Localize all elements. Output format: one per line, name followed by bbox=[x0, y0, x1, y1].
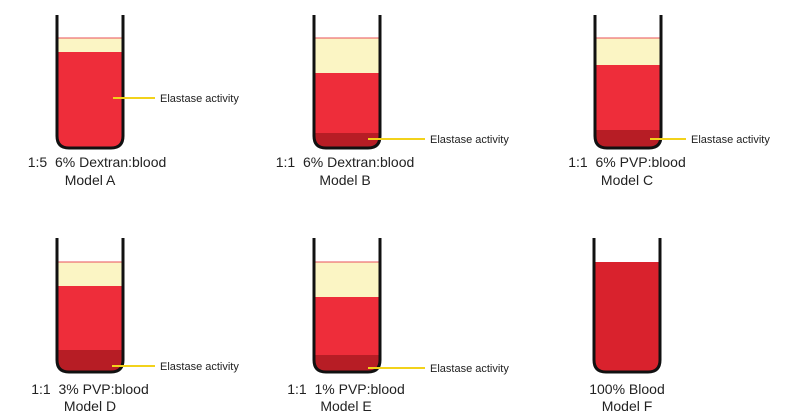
model-name: Model A bbox=[65, 172, 116, 188]
model-composition: 1:1 6% Dextran:blood bbox=[276, 154, 415, 170]
model-name: Model D bbox=[64, 398, 116, 414]
model-composition: 1:5 6% Dextran:blood bbox=[28, 154, 167, 170]
model-composition: 1:1 3% PVP:blood bbox=[31, 381, 149, 397]
sediment-layer bbox=[57, 350, 123, 372]
model-name: Model C bbox=[601, 172, 653, 188]
tube bbox=[57, 262, 123, 372]
blood-layer bbox=[594, 262, 660, 372]
model-name: Model E bbox=[320, 398, 371, 414]
annotation: Elastase activity bbox=[160, 93, 239, 105]
plasma-layer bbox=[57, 262, 123, 286]
tube bbox=[314, 262, 380, 372]
annotation: Elastase activity bbox=[691, 134, 770, 146]
model-name: Model B bbox=[319, 172, 370, 188]
plasma-layer bbox=[314, 262, 380, 297]
tube bbox=[595, 38, 661, 148]
model-name: Model F bbox=[602, 398, 653, 414]
annotation: Elastase activity bbox=[160, 361, 239, 373]
model-composition: 100% Blood bbox=[589, 381, 665, 397]
plasma-layer bbox=[595, 38, 661, 65]
annotation: Elastase activity bbox=[430, 134, 509, 146]
diagram: Elastase activity 1:5 6% Dextran:blood Mod… bbox=[0, 0, 790, 414]
sediment-layer bbox=[314, 133, 380, 148]
plasma-layer bbox=[314, 38, 380, 73]
tube bbox=[594, 262, 660, 372]
model-composition: 1:1 1% PVP:blood bbox=[287, 381, 405, 397]
sediment-layer bbox=[314, 355, 380, 372]
tube bbox=[57, 38, 123, 148]
blood-layer bbox=[57, 52, 123, 148]
model-composition: 1:1 6% PVP:blood bbox=[568, 154, 686, 170]
annotation: Elastase activity bbox=[430, 363, 509, 375]
plasma-layer bbox=[57, 38, 123, 52]
tube bbox=[314, 38, 380, 148]
